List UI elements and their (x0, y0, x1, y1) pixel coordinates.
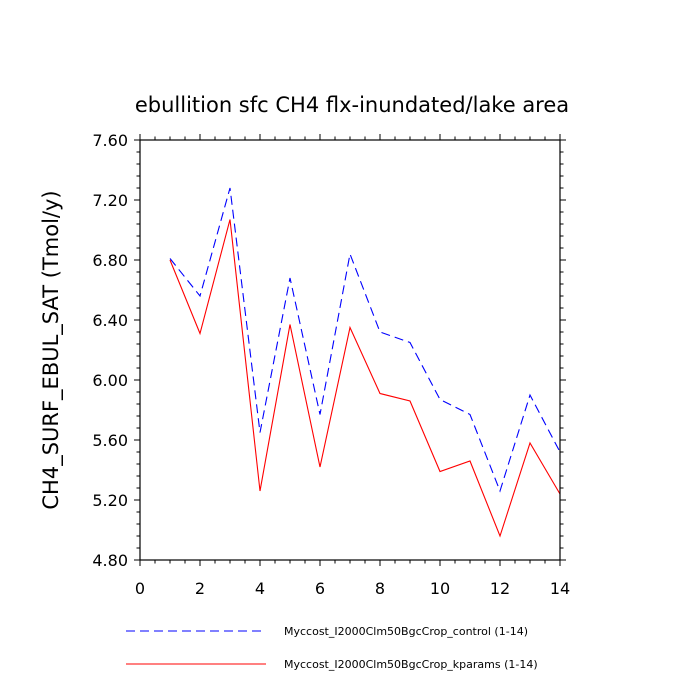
y-tick-labels: 4.80 5.20 5.60 6.00 6.40 6.80 7.20 7.60 (92, 131, 128, 570)
x-tick-label: 10 (430, 579, 450, 598)
y-tick-label: 6.00 (92, 371, 128, 390)
plot-frame (139, 139, 561, 561)
y-axis-label: CH4_SURF_EBUL_SAT (Tmol/y) (39, 190, 64, 509)
axis-ticks (134, 134, 566, 566)
y-tick-label: 6.40 (92, 311, 128, 330)
x-tick-label: 6 (315, 579, 325, 598)
legend-label-0: Myccost_I2000Clm50BgcCrop_control (1-14) (284, 625, 528, 638)
chart-title: ebullition sfc CH4 flx-inundated/lake ar… (135, 93, 569, 117)
legend: Myccost_I2000Clm50BgcCrop_control (1-14)… (126, 625, 538, 671)
x-tick-label: 8 (375, 579, 385, 598)
x-tick-label: 2 (195, 579, 205, 598)
series-lines (169, 187, 561, 538)
legend-label-1: Myccost_I2000Clm50BgcCrop_kparams (1-14) (284, 658, 538, 671)
series-line-1 (169, 219, 561, 538)
x-tick-label: 0 (135, 579, 145, 598)
y-tick-label: 4.80 (92, 551, 128, 570)
y-tick-label: 7.20 (92, 191, 128, 210)
y-tick-label: 5.20 (92, 491, 128, 510)
series-line-0 (169, 187, 561, 493)
x-tick-labels: 0 2 4 6 8 10 12 14 (135, 579, 570, 598)
y-tick-label: 5.60 (92, 431, 128, 450)
x-tick-label: 4 (255, 579, 265, 598)
y-tick-label: 6.80 (92, 251, 128, 270)
x-tick-label: 12 (490, 579, 510, 598)
x-tick-label: 14 (550, 579, 570, 598)
y-tick-label: 7.60 (92, 131, 128, 150)
